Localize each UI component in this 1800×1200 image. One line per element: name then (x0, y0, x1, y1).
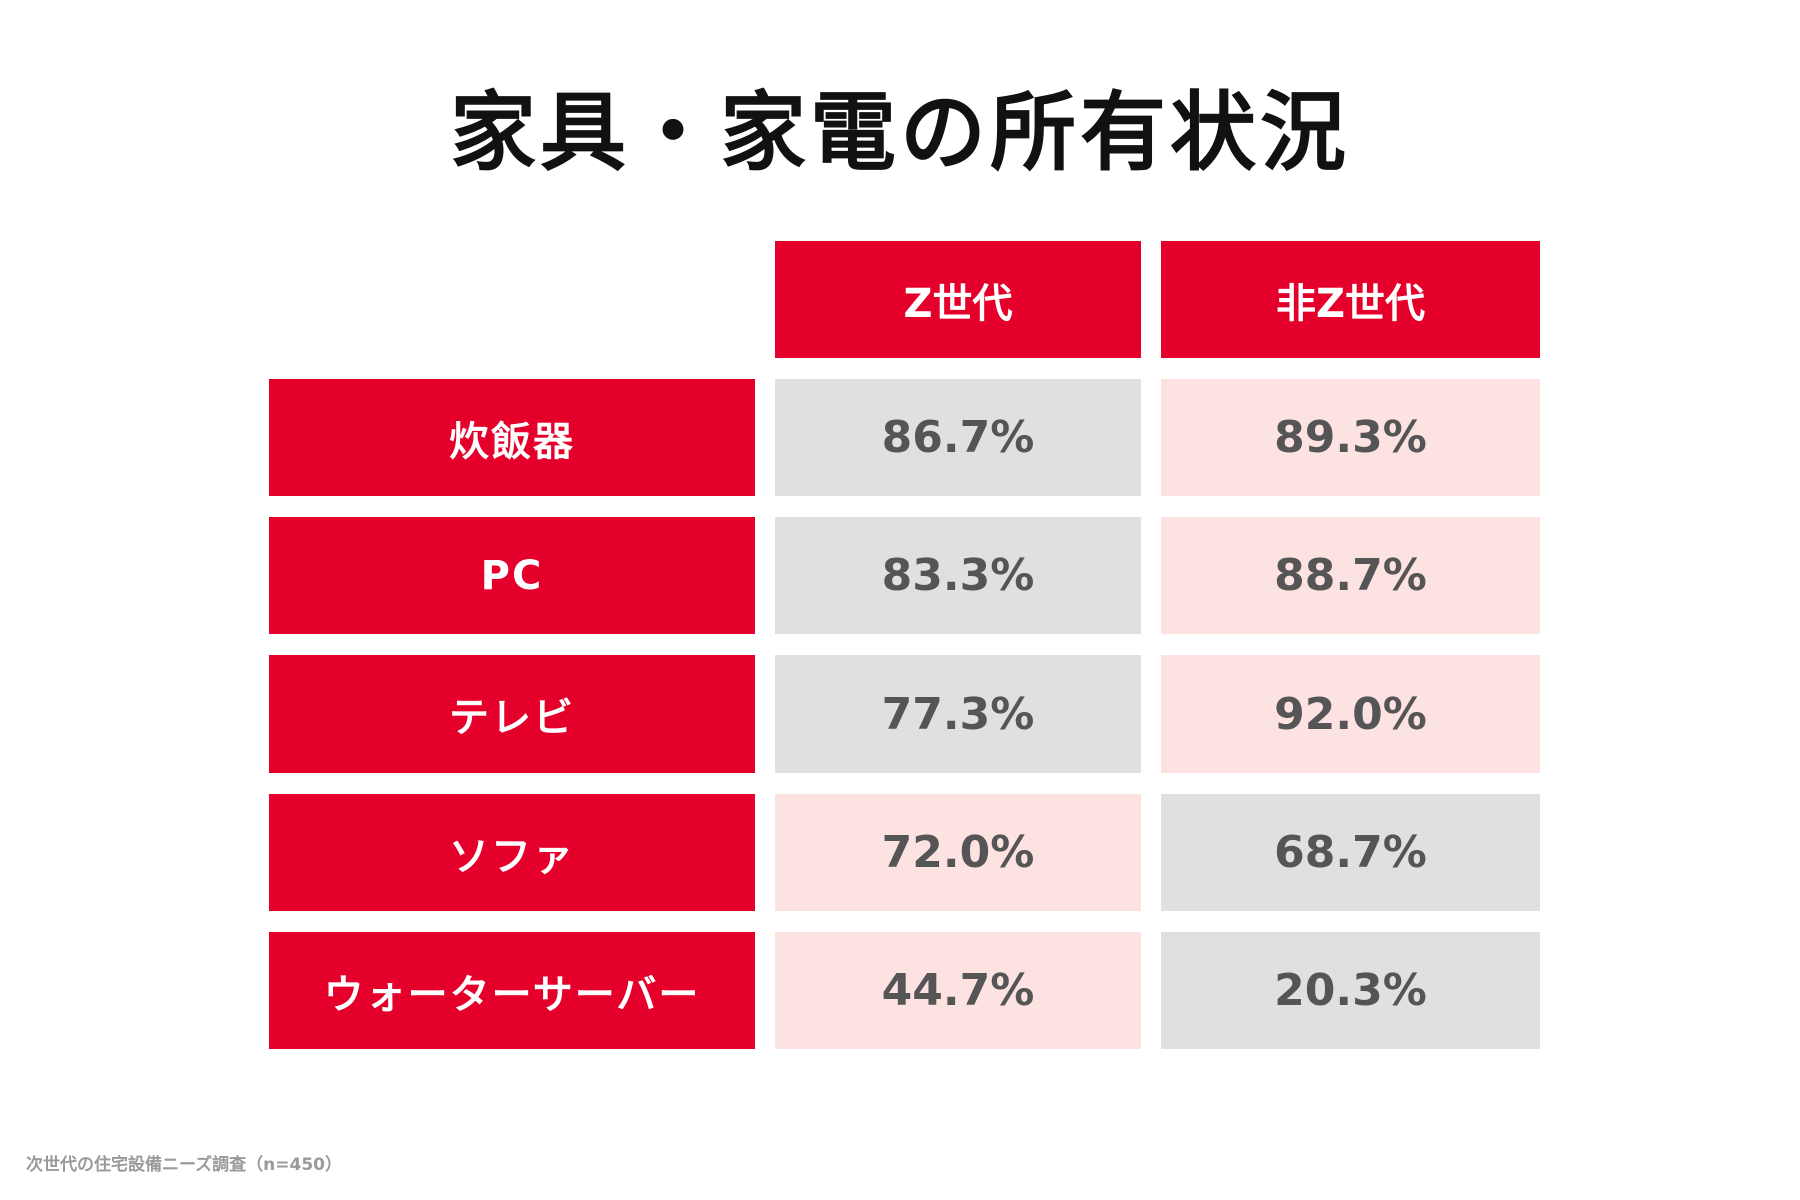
table-cell-value: 72.0% (775, 794, 1141, 911)
row-header-sofa: ソファ (269, 794, 755, 911)
row-header-rice-cooker: 炊飯器 (269, 379, 755, 496)
row-header-tv: テレビ (269, 655, 755, 773)
column-header-gen-z: Z世代 (775, 241, 1141, 358)
column-header-non-gen-z: 非Z世代 (1161, 241, 1540, 358)
row-header-water-server: ウォーターサーバー (269, 932, 755, 1049)
table-cell-value: 77.3% (775, 655, 1141, 773)
table-cell-value: 20.3% (1161, 932, 1540, 1049)
table-cell-value: 68.7% (1161, 794, 1540, 911)
table-cell-value: 92.0% (1161, 655, 1540, 773)
table-cell-value: 86.7% (775, 379, 1141, 496)
chart-title: 家具・家電の所有状況 (450, 83, 1350, 183)
table-cell-value: 89.3% (1161, 379, 1540, 496)
row-header-pc: PC (269, 517, 755, 634)
table-cell-value: 83.3% (775, 517, 1141, 634)
table-cell-value: 44.7% (775, 932, 1141, 1049)
table-cell-value: 88.7% (1161, 517, 1540, 634)
source-footnote: 次世代の住宅設備ニーズ調査（n=450） (26, 1155, 342, 1175)
